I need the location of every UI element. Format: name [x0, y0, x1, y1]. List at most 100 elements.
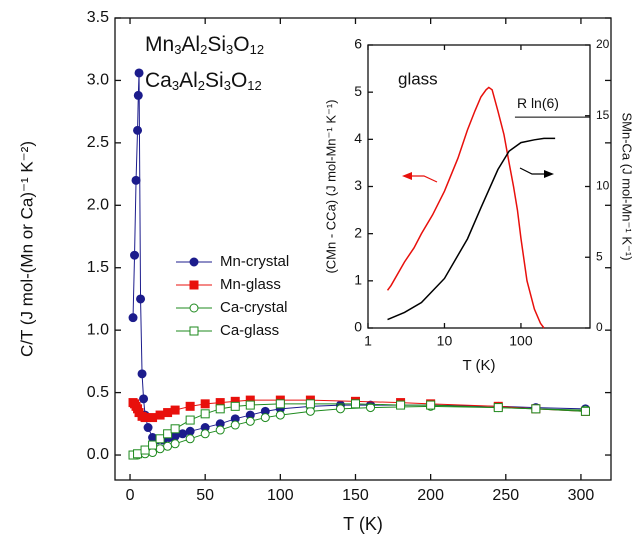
x-tick-label: 200 [417, 487, 444, 504]
marker [335, 404, 345, 414]
marker [200, 429, 210, 439]
x-tick-label: 150 [342, 487, 369, 504]
x-tick-label: 100 [509, 333, 533, 349]
x-axis-label: T (K) [462, 357, 495, 374]
reference-label: R ln(6) [517, 95, 559, 111]
arrow-head [402, 172, 412, 180]
y2-tick-label: 10 [596, 179, 610, 193]
marker [139, 394, 149, 404]
y-tick-label: 5 [354, 83, 362, 99]
arrow [519, 167, 546, 175]
y-tick-label: 1.5 [87, 259, 109, 276]
arrow-head [544, 170, 554, 178]
y-tick-label: 2 [354, 224, 362, 240]
marker [170, 424, 180, 434]
y-tick-label: 3 [354, 177, 362, 193]
marker [136, 294, 146, 304]
marker [230, 420, 240, 430]
marker [155, 410, 165, 420]
arrow [410, 175, 438, 183]
marker [130, 250, 140, 260]
marker [245, 400, 255, 410]
marker [185, 434, 195, 444]
marker [215, 425, 225, 435]
y-tick-label: 3.0 [87, 72, 109, 89]
marker [396, 400, 406, 410]
x-tick-label: 10 [437, 333, 453, 349]
marker [493, 403, 503, 413]
main-chart: 0 50 100 150 200 250 3000.00.51.01.52.02.53.03… [17, 9, 612, 534]
marker [305, 399, 315, 409]
annotation: Mn3Al2Si3O12 [145, 33, 264, 58]
marker [133, 90, 143, 100]
x-axis-label: T (K) [343, 514, 383, 534]
marker [137, 369, 147, 379]
marker [185, 426, 195, 436]
legend-label: Mn-crystal [220, 253, 289, 270]
plot-frame [114, 17, 612, 481]
y-tick-label: 1 [354, 272, 362, 288]
legend-marker [189, 280, 199, 290]
marker [178, 429, 188, 439]
y-tick-label: 2.0 [87, 197, 109, 214]
marker [580, 406, 590, 416]
marker [230, 401, 240, 411]
marker [185, 415, 195, 425]
marker [531, 404, 541, 414]
y-tick-label: 3.5 [87, 9, 109, 26]
marker [133, 449, 143, 459]
marker [185, 401, 195, 411]
annotation: Ca3Al2Si3O12 [145, 69, 262, 94]
y-axis-label: C/T (J mol-(Mn or Ca)⁻¹ K⁻²) [17, 141, 36, 357]
marker [170, 431, 180, 441]
marker [215, 404, 225, 414]
marker [163, 408, 173, 418]
y-tick-label: 2.5 [87, 134, 109, 151]
x-tick-label: 1 [364, 333, 372, 349]
annotation: glass [398, 69, 438, 88]
y-tick-label: 0 [354, 319, 362, 335]
marker [366, 403, 376, 413]
marker [200, 409, 210, 419]
marker [245, 416, 255, 426]
marker [275, 399, 285, 409]
marker [275, 410, 285, 420]
marker [148, 413, 158, 423]
legend-marker [189, 257, 199, 267]
y-tick-label: 6 [354, 36, 362, 52]
legend-label: Mn-glass [220, 276, 281, 293]
series-line [132, 72, 586, 441]
marker [134, 68, 144, 78]
series-line [387, 137, 556, 321]
marker [170, 405, 180, 415]
marker [163, 429, 173, 439]
x-tick-label: 300 [568, 487, 595, 504]
marker [140, 445, 150, 455]
y2-axis-label: SMn-Ca (J mol-Mn⁻¹ K⁻¹) [620, 112, 635, 260]
series-line [386, 86, 545, 329]
marker [133, 125, 143, 135]
marker [200, 399, 210, 409]
x-tick-label: 0 [126, 487, 135, 504]
y-tick-label: 0.0 [87, 446, 109, 463]
y-tick-label: 4 [354, 130, 362, 146]
x-tick-label: 250 [492, 487, 519, 504]
marker [426, 400, 436, 410]
y-axis-label: (CMn - CCa) (J mol-Mn⁻¹ K⁻¹) [323, 99, 338, 273]
marker [305, 406, 315, 416]
marker [140, 413, 150, 423]
marker [260, 413, 270, 423]
marker [131, 175, 141, 185]
x-tick-label: 50 [196, 487, 214, 504]
x-tick-label: 100 [267, 487, 294, 504]
y-tick-label: 0.5 [87, 384, 109, 401]
y2-tick-label: 20 [596, 37, 610, 51]
marker [350, 399, 360, 409]
legend-marker [189, 303, 199, 313]
y-tick-label: 1.0 [87, 321, 109, 338]
legend-label: Ca-glass [220, 322, 279, 339]
marker [148, 448, 158, 458]
marker [155, 434, 165, 444]
